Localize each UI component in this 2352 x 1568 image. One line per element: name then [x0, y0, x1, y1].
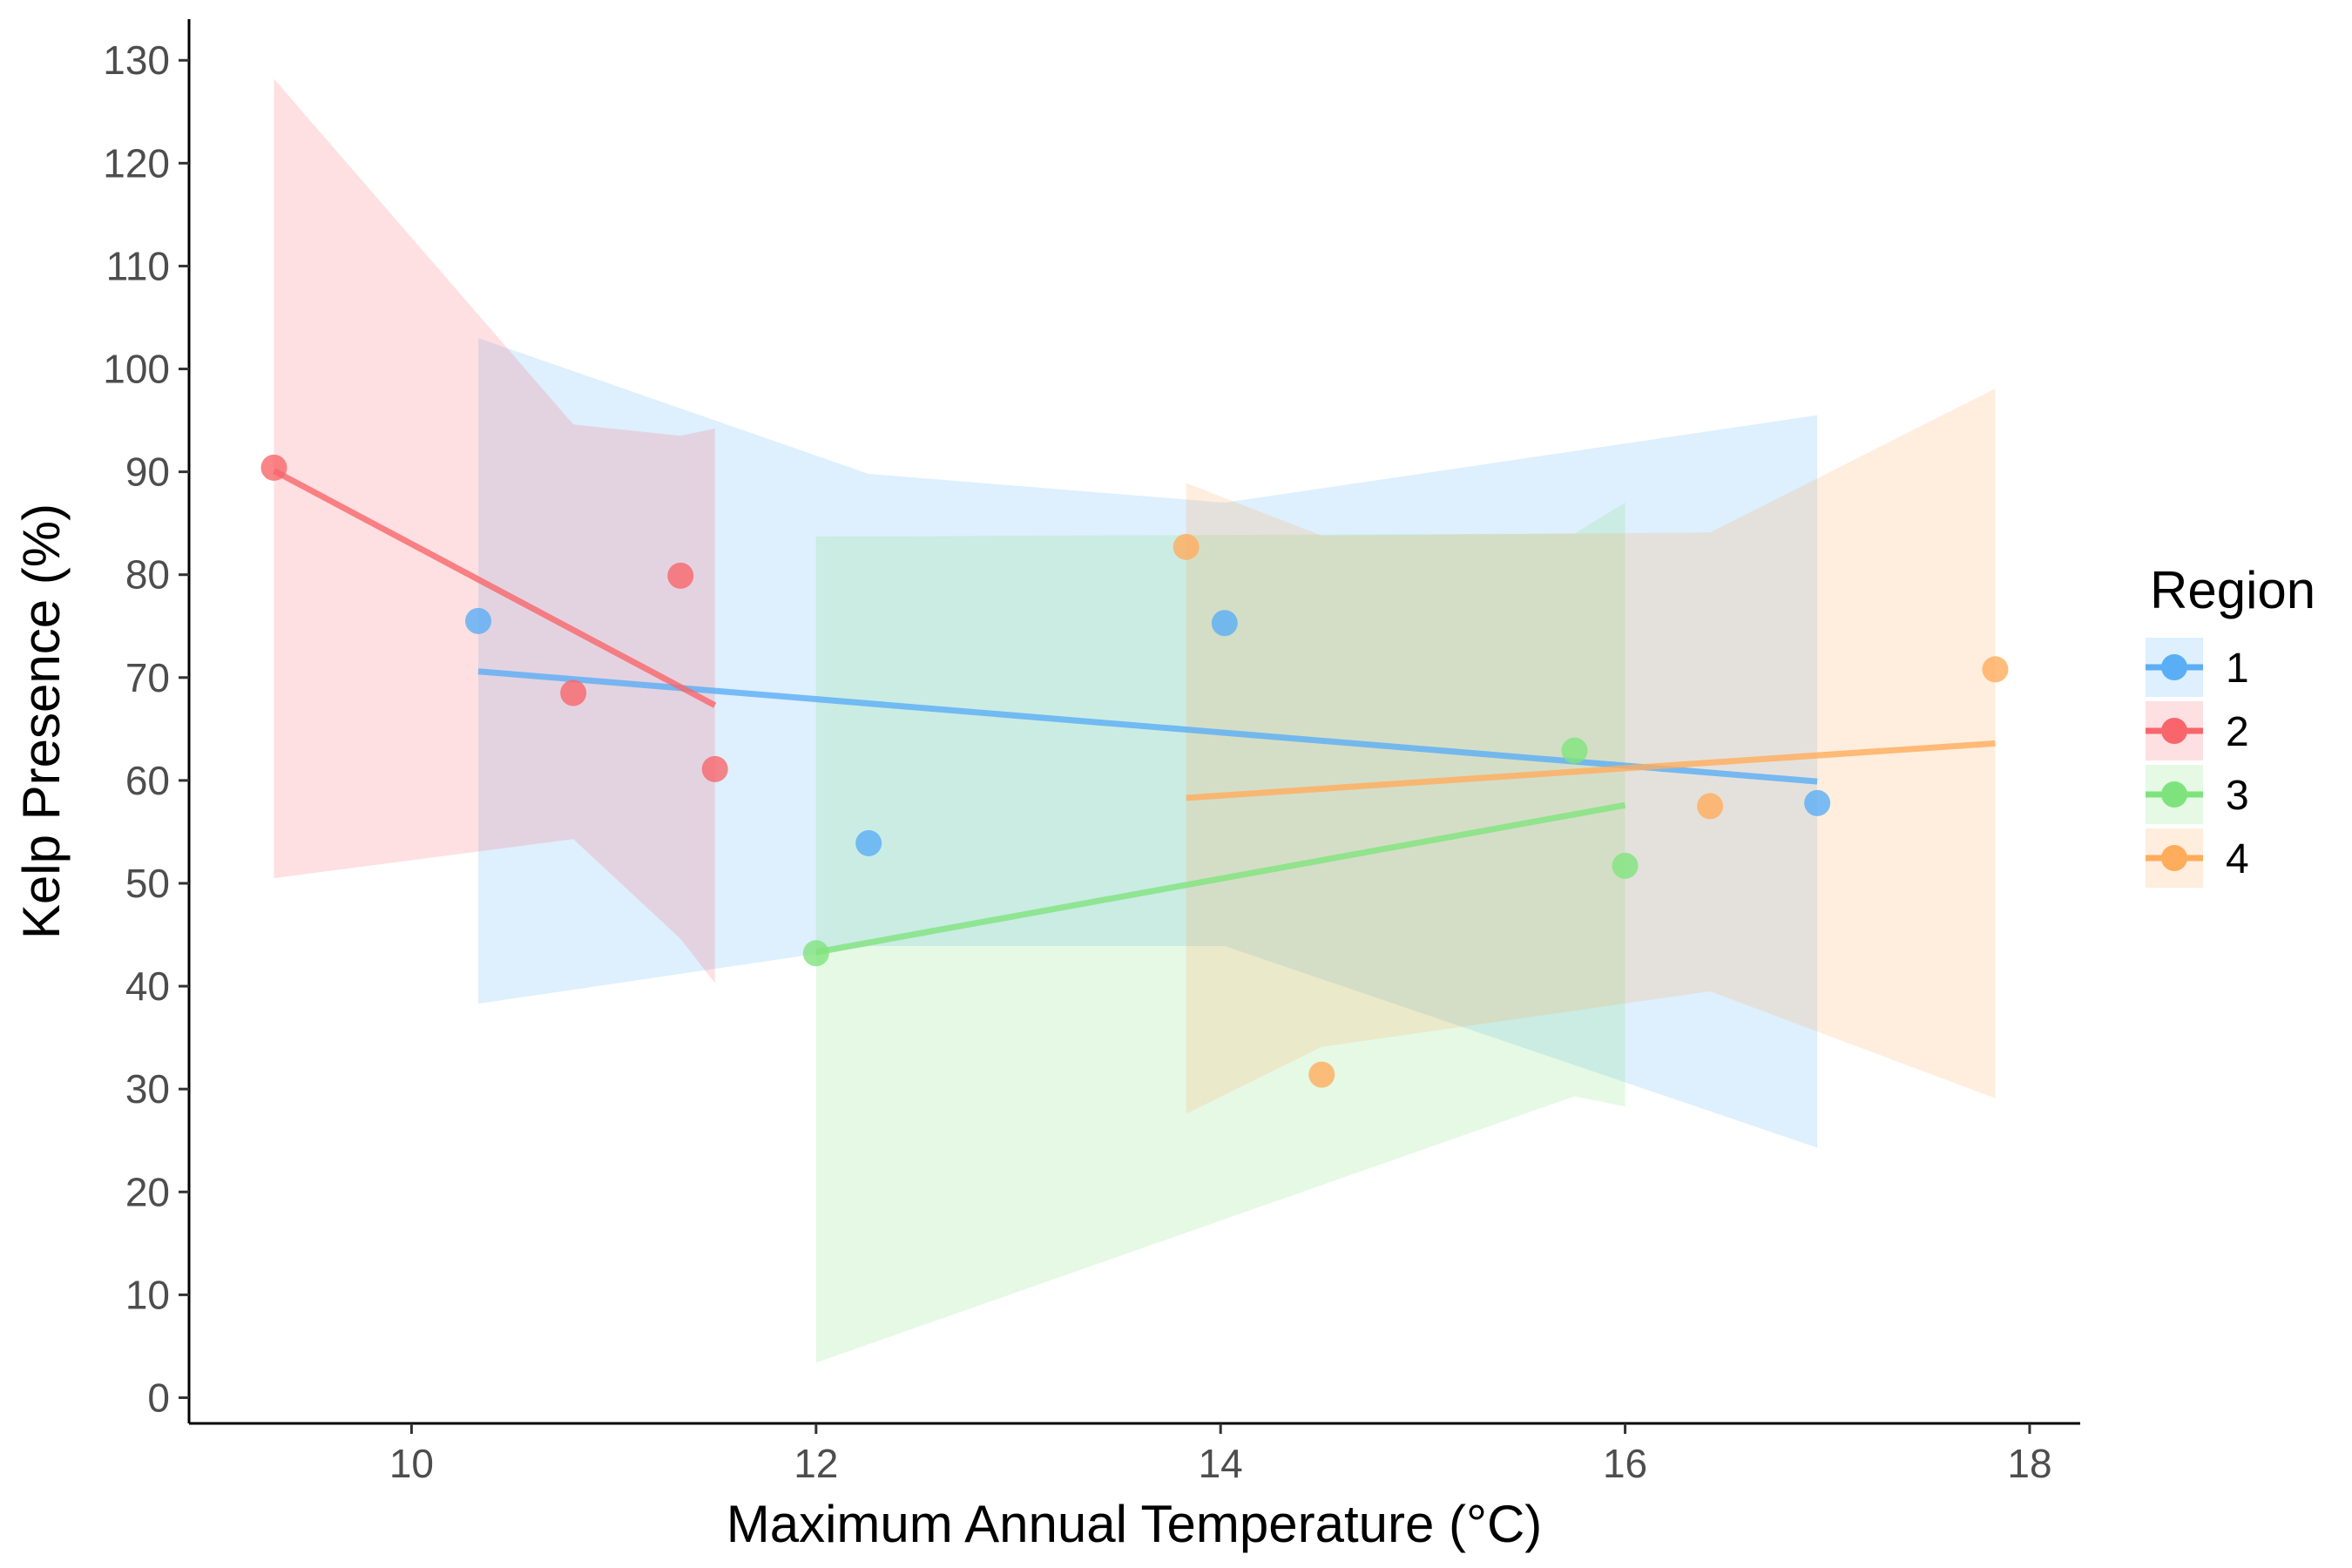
- x-tick-label: 16: [1603, 1441, 1647, 1486]
- y-tick-label: 20: [125, 1169, 170, 1214]
- x-tick-label: 12: [794, 1441, 838, 1486]
- confidence-band-region-2: [274, 78, 715, 983]
- legend-key-point: [2161, 781, 2187, 808]
- data-point-region-1-2: [855, 829, 882, 856]
- data-point-region-4-4: [1982, 656, 2009, 683]
- axes: 0 10 20 30 40 50 60 70 80 90 100 110 120 130 10 12 14 16 1…: [103, 19, 2080, 1486]
- regression-line-region-3: [815, 801, 1626, 956]
- data-point-region-4-1: [1173, 533, 1200, 560]
- regression-line-region-2: [272, 468, 717, 708]
- legend-label: 4: [2226, 836, 2249, 882]
- y-tick-label: 10: [125, 1272, 170, 1317]
- data-point-region-2-2: [560, 679, 587, 706]
- y-tick-label: 80: [125, 552, 170, 598]
- y-tick-label: 50: [125, 861, 170, 906]
- data-point-region-3-3: [1612, 852, 1639, 879]
- legend-item-region-2: 2: [2146, 701, 2249, 760]
- y-tick-label: 70: [125, 655, 170, 700]
- legend-label: 1: [2226, 645, 2249, 692]
- regression-line-region-1: [477, 668, 1818, 785]
- x-tick-label: 18: [2007, 1441, 2051, 1486]
- confidence-bands: [274, 78, 1996, 1363]
- y-tick-label: 40: [125, 963, 170, 1009]
- y-tick-label: 30: [125, 1066, 170, 1112]
- y-axis-title: Kelp Presence (%): [12, 504, 71, 939]
- x-tick-label: 10: [389, 1441, 434, 1486]
- legend-key-point: [2161, 718, 2187, 744]
- legend-key-point: [2161, 845, 2187, 871]
- x-tick-label: 14: [1199, 1441, 1243, 1486]
- data-point-region-2-4: [701, 755, 728, 782]
- regression-line-region-4: [1186, 740, 1996, 801]
- y-tick-label: 120: [103, 140, 170, 186]
- legend-label: 2: [2226, 709, 2249, 755]
- data-point-region-3-2: [1561, 737, 1588, 764]
- data-point-region-2-1: [260, 454, 287, 481]
- data-point-region-1-4: [1804, 789, 1831, 816]
- y-tick-label: 0: [147, 1375, 170, 1420]
- legend-item-region-3: 3: [2146, 765, 2249, 824]
- legend-item-region-4: 4: [2146, 828, 2249, 888]
- y-tick-label: 60: [125, 758, 170, 803]
- y-tick-label: 130: [103, 37, 170, 83]
- data-points: [260, 454, 2009, 1088]
- legend-item-region-1: 1: [2146, 638, 2249, 697]
- data-point-region-2-3: [667, 562, 694, 589]
- x-axis-title: Maximum Annual Temperature (°C): [727, 1495, 1543, 1553]
- confidence-band-region-4: [1186, 388, 1996, 1114]
- y-tick-label: 110: [106, 243, 170, 288]
- regression-lines: [272, 468, 1996, 956]
- data-point-region-4-2: [1308, 1061, 1335, 1088]
- data-point-region-1-1: [465, 607, 492, 634]
- legend-title: Region: [2150, 561, 2315, 619]
- y-tick-label: 100: [103, 347, 170, 392]
- legend-label: 3: [2226, 773, 2249, 819]
- legend: Region 1 2 3 4: [2146, 561, 2315, 888]
- legend-key-point: [2161, 654, 2187, 680]
- data-point-region-1-3: [1211, 610, 1238, 637]
- data-point-region-4-3: [1697, 793, 1724, 820]
- data-point-region-3-1: [802, 940, 829, 967]
- y-tick-label: 90: [125, 449, 170, 495]
